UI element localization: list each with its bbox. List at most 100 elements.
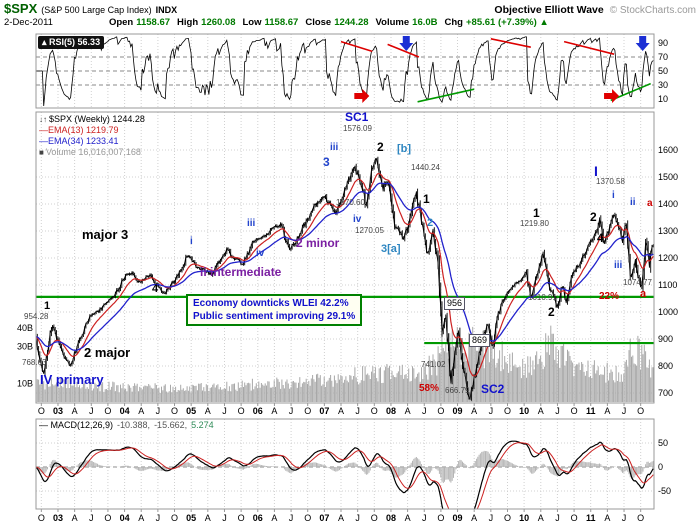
quote-value: 1244.28 — [334, 17, 369, 28]
svg-text:05: 05 — [186, 513, 196, 523]
svg-text:10: 10 — [519, 513, 529, 523]
rsi-resistance-trendline — [563, 40, 615, 55]
svg-text:O: O — [104, 513, 111, 523]
panel-border — [35, 33, 655, 109]
chart-attribution: Objective Elliott Wave — [494, 4, 604, 16]
svg-text:07: 07 — [319, 406, 329, 416]
grid-vertical — [40, 34, 642, 509]
svg-text:O: O — [38, 513, 45, 523]
rsi-label-badge: ▴ RSI(5) 56.33 — [38, 36, 105, 49]
rsi-line — [36, 36, 654, 107]
svg-text:04: 04 — [120, 513, 130, 523]
ticker-symbol: $SPX — [4, 1, 38, 16]
rsi-resistance-trendline — [340, 40, 373, 53]
svg-text:10: 10 — [658, 94, 668, 104]
macd-signal-line — [36, 442, 654, 509]
svg-text:J: J — [622, 406, 627, 416]
svg-text:J: J — [355, 513, 360, 523]
macd-hist-value: 5.274 — [191, 420, 214, 430]
svg-text:A: A — [471, 513, 477, 523]
svg-text:1200: 1200 — [658, 253, 678, 263]
quote-label: Volume — [375, 17, 410, 28]
svg-text:O: O — [104, 406, 111, 416]
svg-text:O: O — [504, 513, 511, 523]
info-box-line1: Economy downticks WLEI 42.2% — [193, 298, 349, 309]
svg-text:A: A — [205, 513, 211, 523]
svg-text:07: 07 — [319, 513, 329, 523]
chart-header: $SPX (S&P 500 Large Cap Index) INDX Obje… — [4, 1, 696, 16]
right-arrow-icon — [604, 89, 620, 103]
quote-row: Open 1158.67 High 1260.08 Low 1158.67 Close 124… — [109, 17, 556, 28]
legend-symbol: $SPX (Weekly) 1244.28 — [49, 114, 145, 124]
svg-text:O: O — [504, 406, 511, 416]
right-arrow-icon — [354, 89, 370, 103]
panel-border — [35, 111, 655, 404]
svg-text:O: O — [571, 513, 578, 523]
svg-text:09: 09 — [453, 513, 463, 523]
svg-text:1600: 1600 — [658, 145, 678, 155]
svg-text:A: A — [138, 513, 144, 523]
svg-text:05: 05 — [186, 406, 196, 416]
svg-text:O: O — [304, 406, 311, 416]
legend-ema34: —EMA(34) 1233.41 — [39, 136, 119, 146]
quote-label: Open — [108, 17, 134, 28]
macd-signal-value: -15.662, — [154, 420, 188, 430]
quote-label: Low — [242, 17, 262, 28]
svg-text:1000: 1000 — [658, 307, 678, 317]
svg-text:A: A — [604, 406, 610, 416]
info-box-line2: Public sentiment improving 29.1% — [193, 311, 356, 322]
macd-name: — MACD(12,26,9) — [39, 420, 114, 430]
svg-text:08: 08 — [386, 406, 396, 416]
macd-value: -10.388, — [117, 420, 151, 430]
svg-text:A: A — [471, 406, 477, 416]
exchange-label: INDX — [155, 5, 178, 15]
ticker-description: (S&P 500 Large Cap Index) — [41, 5, 152, 15]
wlei-info-box: Economy downticks WLEI 42.2% Public sent… — [186, 294, 363, 326]
svg-text:A: A — [538, 406, 544, 416]
svg-text:03: 03 — [53, 513, 63, 523]
svg-text:-50: -50 — [658, 486, 671, 496]
svg-text:A: A — [271, 513, 277, 523]
svg-text:J: J — [89, 513, 94, 523]
svg-text:1400: 1400 — [658, 199, 678, 209]
quote-value: +85.61 (+7.39%) ▲ — [465, 17, 549, 28]
svg-text:J: J — [489, 406, 494, 416]
copyright-label: © StockCharts.com — [609, 5, 696, 16]
svg-text:40B: 40B — [17, 323, 33, 333]
svg-text:90: 90 — [658, 38, 668, 48]
svg-text:A: A — [271, 406, 277, 416]
svg-text:O: O — [171, 406, 178, 416]
collapse-arrow-icon: ▴ — [42, 37, 47, 47]
legend-volume: Volume 16,016,007,168 — [45, 147, 141, 157]
svg-text:1500: 1500 — [658, 172, 678, 182]
quote-value: 16.0B — [412, 17, 438, 28]
svg-text:J: J — [355, 406, 360, 416]
svg-text:30: 30 — [658, 80, 668, 90]
svg-text:10: 10 — [519, 406, 529, 416]
svg-text:A: A — [72, 513, 78, 523]
svg-text:04: 04 — [120, 406, 130, 416]
svg-text:800: 800 — [658, 361, 673, 371]
svg-text:900: 900 — [658, 334, 673, 344]
svg-text:0: 0 — [658, 462, 663, 472]
svg-text:O: O — [571, 406, 578, 416]
svg-text:O: O — [437, 406, 444, 416]
svg-text:O: O — [371, 406, 378, 416]
volume-bars — [36, 324, 654, 402]
macd-line — [36, 440, 654, 509]
svg-text:03: 03 — [53, 406, 63, 416]
quote-value: 1260.08 — [201, 17, 236, 28]
svg-text:J: J — [422, 513, 427, 523]
macd-legend: — MACD(12,26,9) -10.388, -15.662, 5.274 — [39, 420, 214, 430]
svg-text:10B: 10B — [17, 379, 33, 389]
svg-text:06: 06 — [253, 513, 263, 523]
quote-label: Chg — [444, 17, 463, 28]
axis-labels: 1600150014001300120011001000900800700907… — [17, 38, 678, 496]
x-axis-labels: OO0303AAJJOO0404AAJJOO0505AAJJOO0606AAJJ… — [38, 403, 644, 523]
svg-text:11: 11 — [586, 406, 596, 416]
svg-text:700: 700 — [658, 388, 673, 398]
svg-text:06: 06 — [253, 406, 263, 416]
svg-text:A: A — [338, 406, 344, 416]
svg-text:J: J — [156, 406, 161, 416]
svg-text:70: 70 — [658, 52, 668, 62]
